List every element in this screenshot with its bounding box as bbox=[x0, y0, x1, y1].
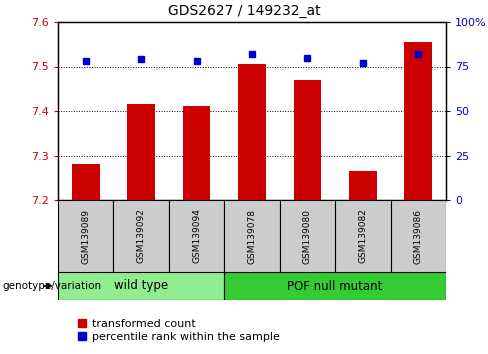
Text: GSM139086: GSM139086 bbox=[414, 209, 423, 263]
Legend: transformed count, percentile rank within the sample: transformed count, percentile rank withi… bbox=[73, 314, 285, 347]
Bar bbox=[169, 200, 224, 272]
Bar bbox=[335, 200, 390, 272]
Bar bbox=[127, 104, 155, 200]
Text: GSM139078: GSM139078 bbox=[247, 209, 257, 263]
Text: genotype/variation: genotype/variation bbox=[2, 281, 102, 291]
Bar bbox=[405, 42, 432, 200]
Bar bbox=[224, 200, 280, 272]
Text: GSM139080: GSM139080 bbox=[303, 209, 312, 263]
Text: GSM139082: GSM139082 bbox=[358, 209, 367, 263]
Bar bbox=[294, 80, 321, 200]
Bar bbox=[72, 164, 100, 200]
Bar bbox=[113, 200, 169, 272]
Bar bbox=[238, 64, 266, 200]
Text: GSM139092: GSM139092 bbox=[137, 209, 145, 263]
Bar bbox=[58, 200, 113, 272]
Bar bbox=[280, 200, 335, 272]
Bar bbox=[224, 272, 446, 300]
Bar bbox=[58, 272, 224, 300]
Text: wild type: wild type bbox=[114, 280, 168, 292]
Text: GDS2627 / 149232_at: GDS2627 / 149232_at bbox=[168, 4, 320, 18]
Text: GSM139094: GSM139094 bbox=[192, 209, 201, 263]
Text: POF null mutant: POF null mutant bbox=[287, 280, 383, 292]
Bar bbox=[183, 105, 210, 200]
Bar bbox=[349, 171, 377, 200]
Bar bbox=[390, 200, 446, 272]
Text: GSM139089: GSM139089 bbox=[81, 209, 90, 263]
